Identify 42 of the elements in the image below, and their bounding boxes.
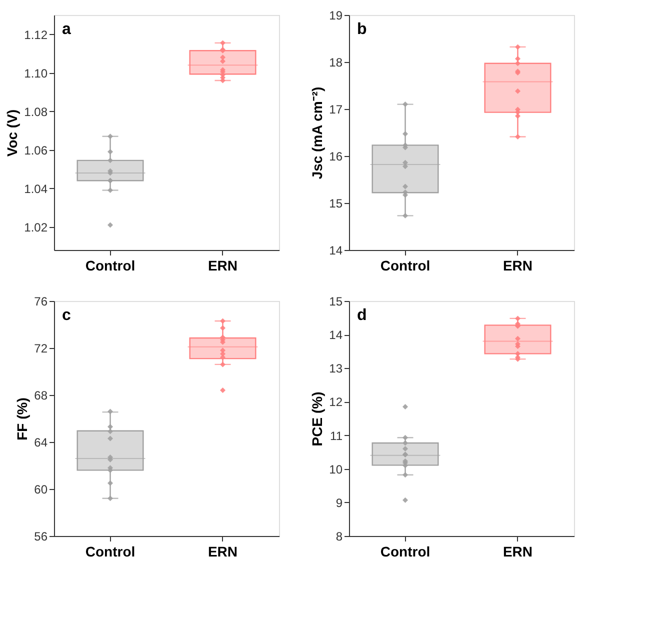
- y-tick-label: 11: [330, 428, 343, 443]
- y-tick-label: 15: [329, 196, 343, 210]
- y-tick-label: 19: [329, 8, 343, 22]
- y-tick-label: 14: [329, 244, 343, 258]
- x-tick-label: Control: [380, 544, 430, 560]
- y-axis-title: PCE (%): [309, 392, 326, 446]
- y-tick-label: 60: [34, 482, 48, 496]
- y-axis-title: FF (%): [14, 398, 30, 440]
- x-tick-label: ERN: [502, 544, 533, 560]
- y-tick-label: 15: [329, 294, 343, 308]
- y-tick-label: 56: [34, 530, 48, 544]
- y-tick-label: 12: [329, 395, 343, 410]
- chart-title: a: [62, 21, 71, 38]
- y-tick-label: 9: [336, 496, 343, 510]
- y-tick-label: 1.02: [24, 220, 48, 234]
- x-tick-label: Control: [85, 544, 136, 560]
- y-tick-label: 17: [329, 102, 343, 116]
- x-tick-label: Control: [380, 258, 430, 274]
- x-tick-label: Control: [85, 258, 136, 274]
- y-tick-label: 68: [34, 388, 48, 402]
- y-tick-label: 1.06: [24, 143, 48, 158]
- x-tick-label: ERN: [208, 544, 238, 560]
- y-tick-label: 18: [329, 56, 343, 70]
- chart-title: b: [357, 21, 367, 38]
- y-tick-label: 1.12: [24, 28, 48, 42]
- y-tick-label: 76: [34, 294, 48, 308]
- y-tick-label: 8: [336, 530, 343, 544]
- y-axis-title: Voc (V): [4, 109, 20, 157]
- x-tick-label: ERN: [502, 258, 533, 274]
- y-tick-label: 16: [329, 150, 343, 164]
- y-tick-label: 72: [34, 342, 48, 356]
- y-tick-label: 1.04: [24, 182, 48, 196]
- y-tick-label: 64: [34, 436, 48, 450]
- y-tick-label: 14: [329, 328, 343, 342]
- y-tick-label: 10: [329, 462, 343, 476]
- chart-title: c: [62, 307, 71, 324]
- x-tick-label: ERN: [208, 258, 238, 274]
- chart-title: d: [357, 307, 367, 324]
- y-tick-label: 1.08: [24, 104, 48, 119]
- y-axis-title: Jsc (mA cm⁻²): [309, 86, 326, 180]
- y-tick-label: 13: [329, 362, 343, 376]
- y-tick-label: 1.10: [24, 66, 48, 80]
